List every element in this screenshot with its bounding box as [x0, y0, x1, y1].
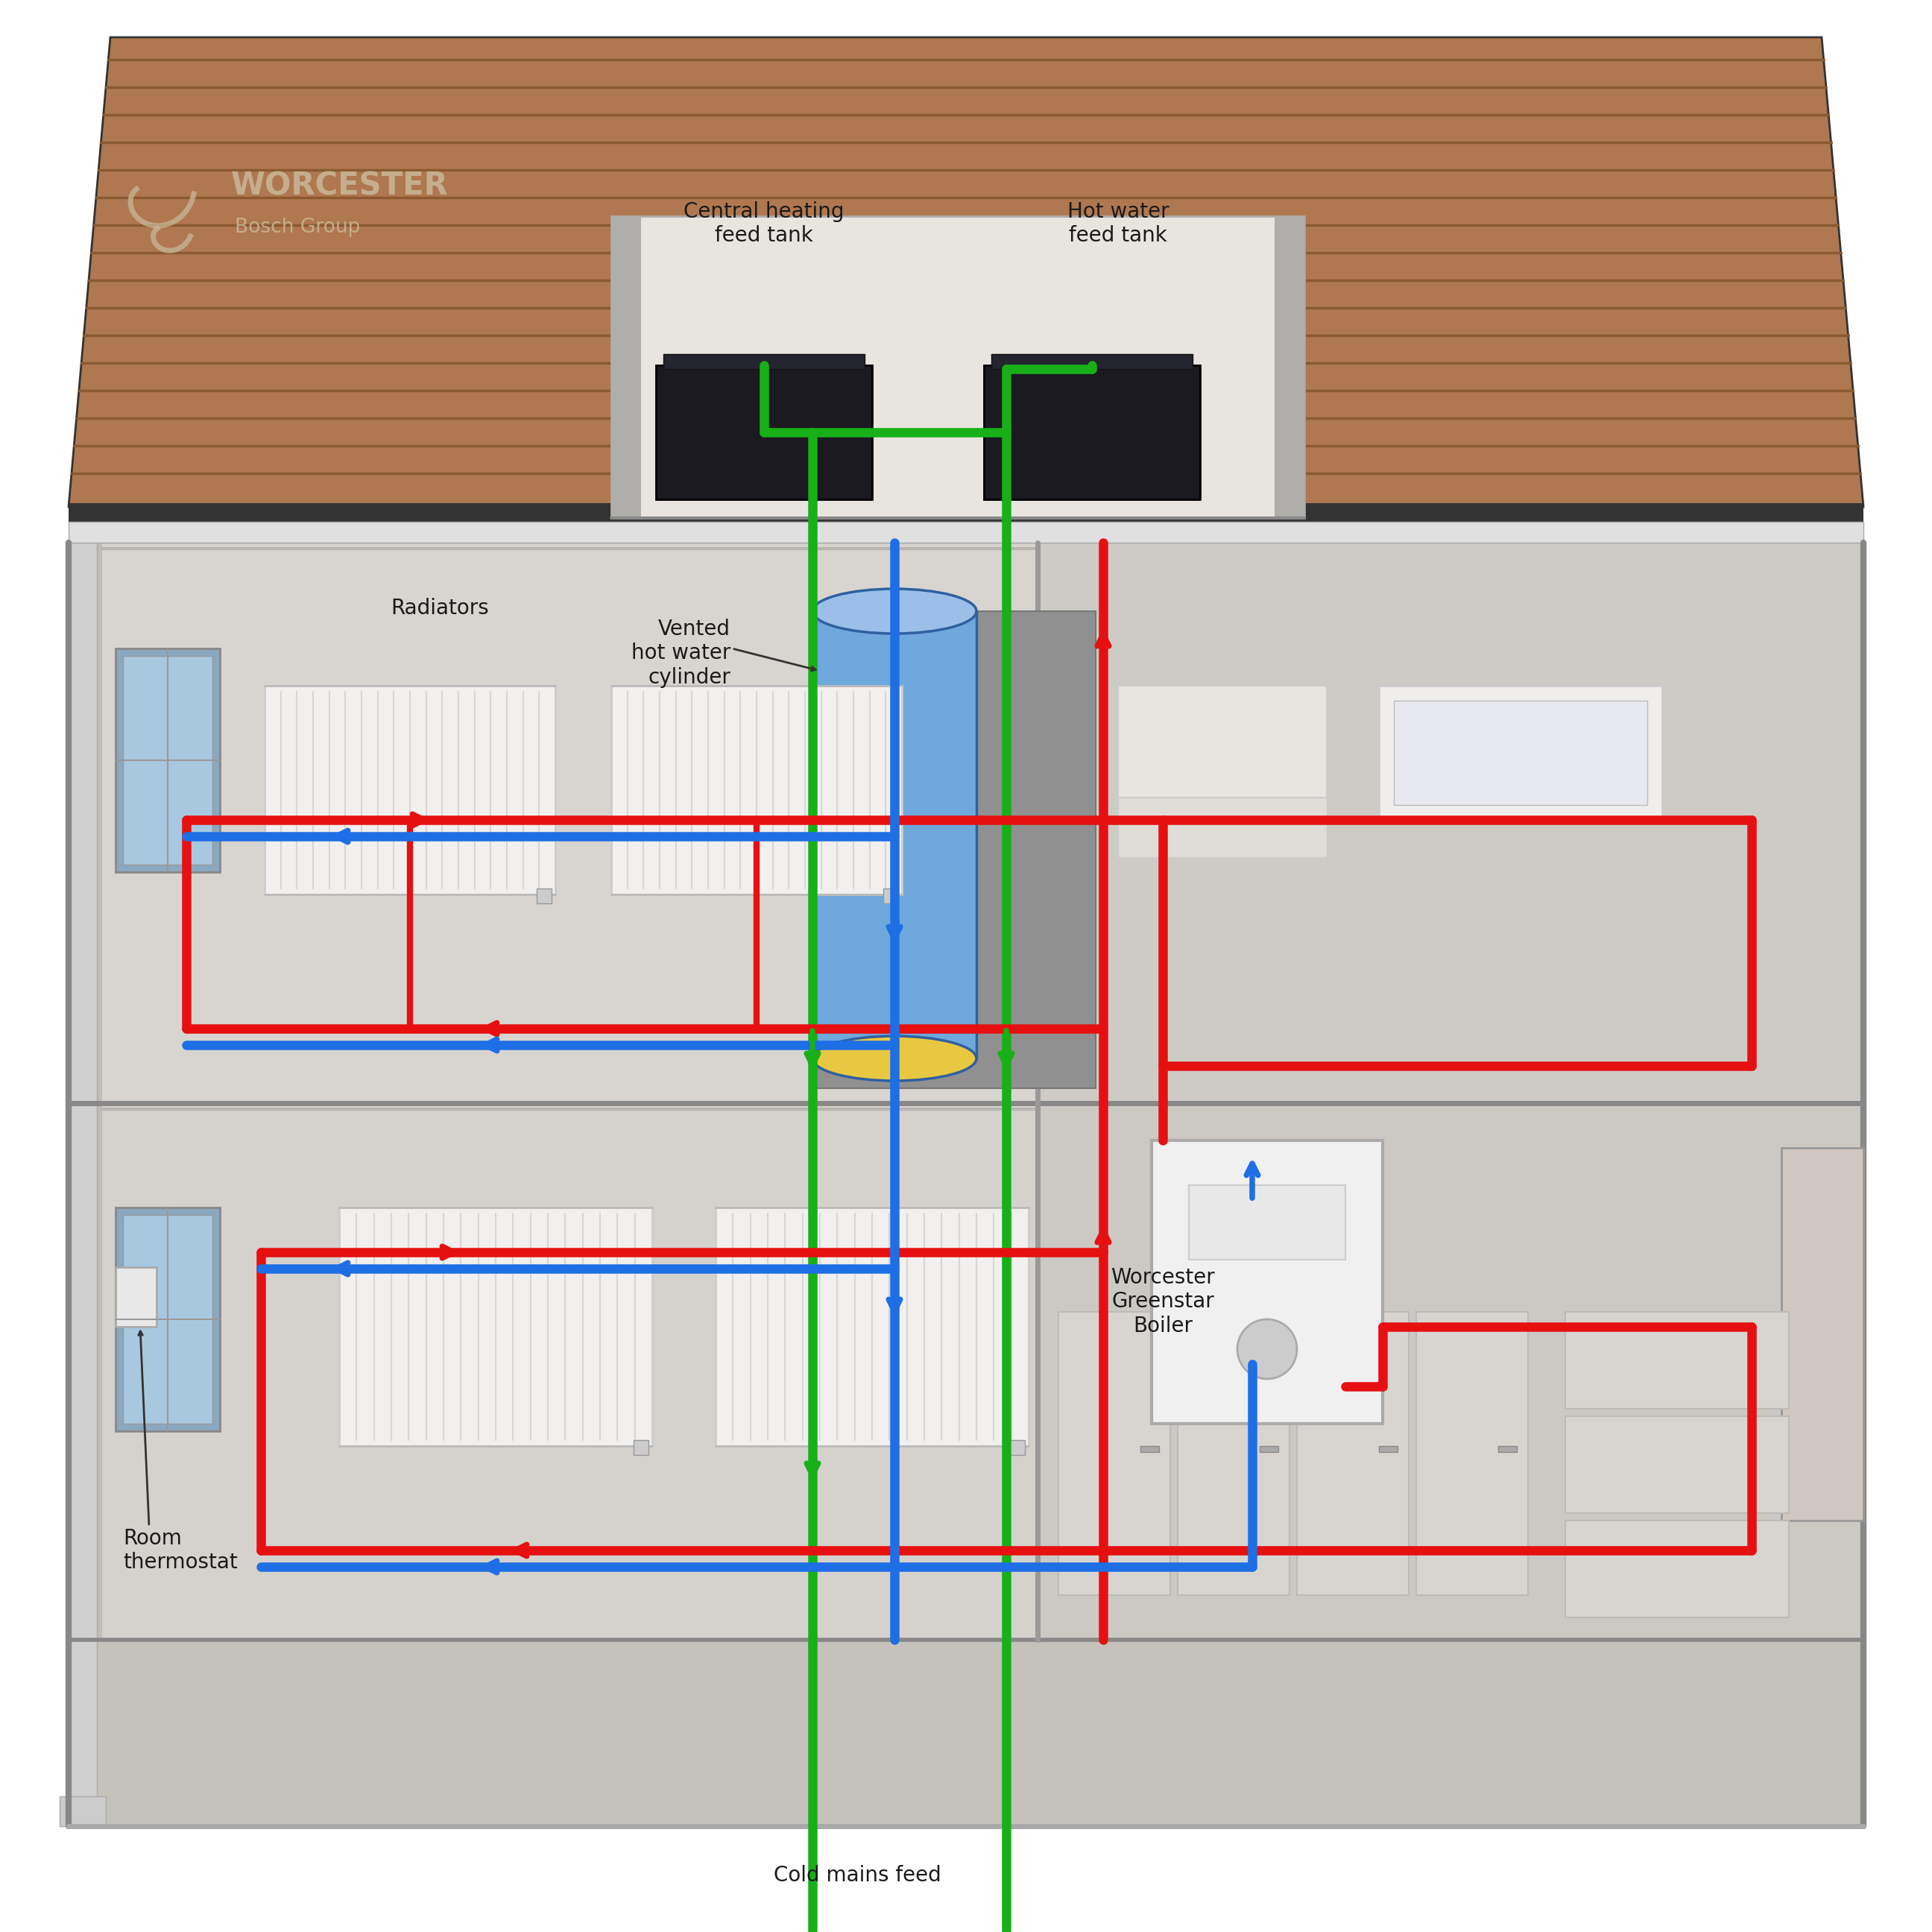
Bar — [1140, 1445, 1159, 1453]
Bar — [60, 1797, 106, 1826]
Bar — [1179, 1312, 1289, 1596]
Bar — [991, 354, 1192, 369]
Bar — [1497, 1445, 1517, 1453]
Text: Bosch Group: Bosch Group — [236, 218, 359, 238]
Text: Worcester
Greenstar
Boiler: Worcester Greenstar Boiler — [1111, 1267, 1215, 1337]
Bar — [116, 1267, 156, 1327]
Bar — [1275, 216, 1304, 518]
Ellipse shape — [1236, 1320, 1296, 1379]
Polygon shape — [68, 37, 1864, 506]
Bar — [68, 543, 1037, 1103]
Bar — [715, 1208, 1028, 1445]
Bar — [1260, 1445, 1279, 1453]
Bar — [1781, 1148, 1864, 1520]
Bar — [1059, 1312, 1171, 1596]
Text: Radiators: Radiators — [390, 597, 489, 618]
Bar — [813, 611, 976, 1059]
Ellipse shape — [813, 1036, 976, 1080]
Bar — [1188, 1184, 1345, 1260]
Bar — [1037, 1103, 1864, 1640]
Text: Room
thermostat: Room thermostat — [124, 1528, 238, 1573]
Bar — [611, 686, 902, 895]
Bar — [1151, 1140, 1383, 1424]
Bar — [611, 216, 1304, 518]
Bar — [611, 216, 641, 518]
Text: WORCESTER: WORCESTER — [232, 170, 448, 203]
Bar — [124, 657, 213, 866]
Bar — [1379, 1445, 1397, 1453]
Bar — [657, 365, 871, 498]
Bar — [265, 686, 554, 895]
Bar — [1565, 1520, 1789, 1617]
Bar — [116, 1208, 220, 1432]
Text: Vented
hot water
cylinder: Vented hot water cylinder — [632, 618, 730, 688]
Bar — [1010, 1439, 1024, 1455]
Bar — [813, 611, 1095, 1088]
Bar — [68, 502, 1864, 526]
Bar — [1565, 1312, 1789, 1408]
Bar — [537, 889, 551, 904]
Bar — [883, 889, 898, 904]
Bar — [124, 1215, 213, 1424]
Bar — [1296, 1312, 1408, 1596]
Bar — [1565, 1416, 1789, 1513]
Bar — [1393, 701, 1648, 806]
Bar — [634, 1439, 649, 1455]
Bar — [116, 649, 220, 871]
Bar — [68, 522, 1864, 543]
Bar — [68, 543, 97, 1826]
Text: Cold mains feed: Cold mains feed — [773, 1864, 941, 1886]
Bar — [68, 543, 1864, 1826]
Bar — [1037, 543, 1864, 1103]
Bar — [1416, 1312, 1528, 1596]
Bar — [1119, 686, 1327, 798]
Text: Central heating
feed tank: Central heating feed tank — [684, 201, 844, 245]
Bar — [68, 1103, 1037, 1640]
Bar — [68, 1640, 1864, 1826]
Bar — [340, 1208, 653, 1445]
Bar — [663, 354, 866, 369]
Bar — [68, 543, 102, 1640]
Bar — [983, 365, 1200, 498]
Ellipse shape — [813, 589, 976, 634]
Bar — [1379, 686, 1662, 819]
Text: Hot water
feed tank: Hot water feed tank — [1066, 201, 1169, 245]
Bar — [1119, 798, 1327, 858]
